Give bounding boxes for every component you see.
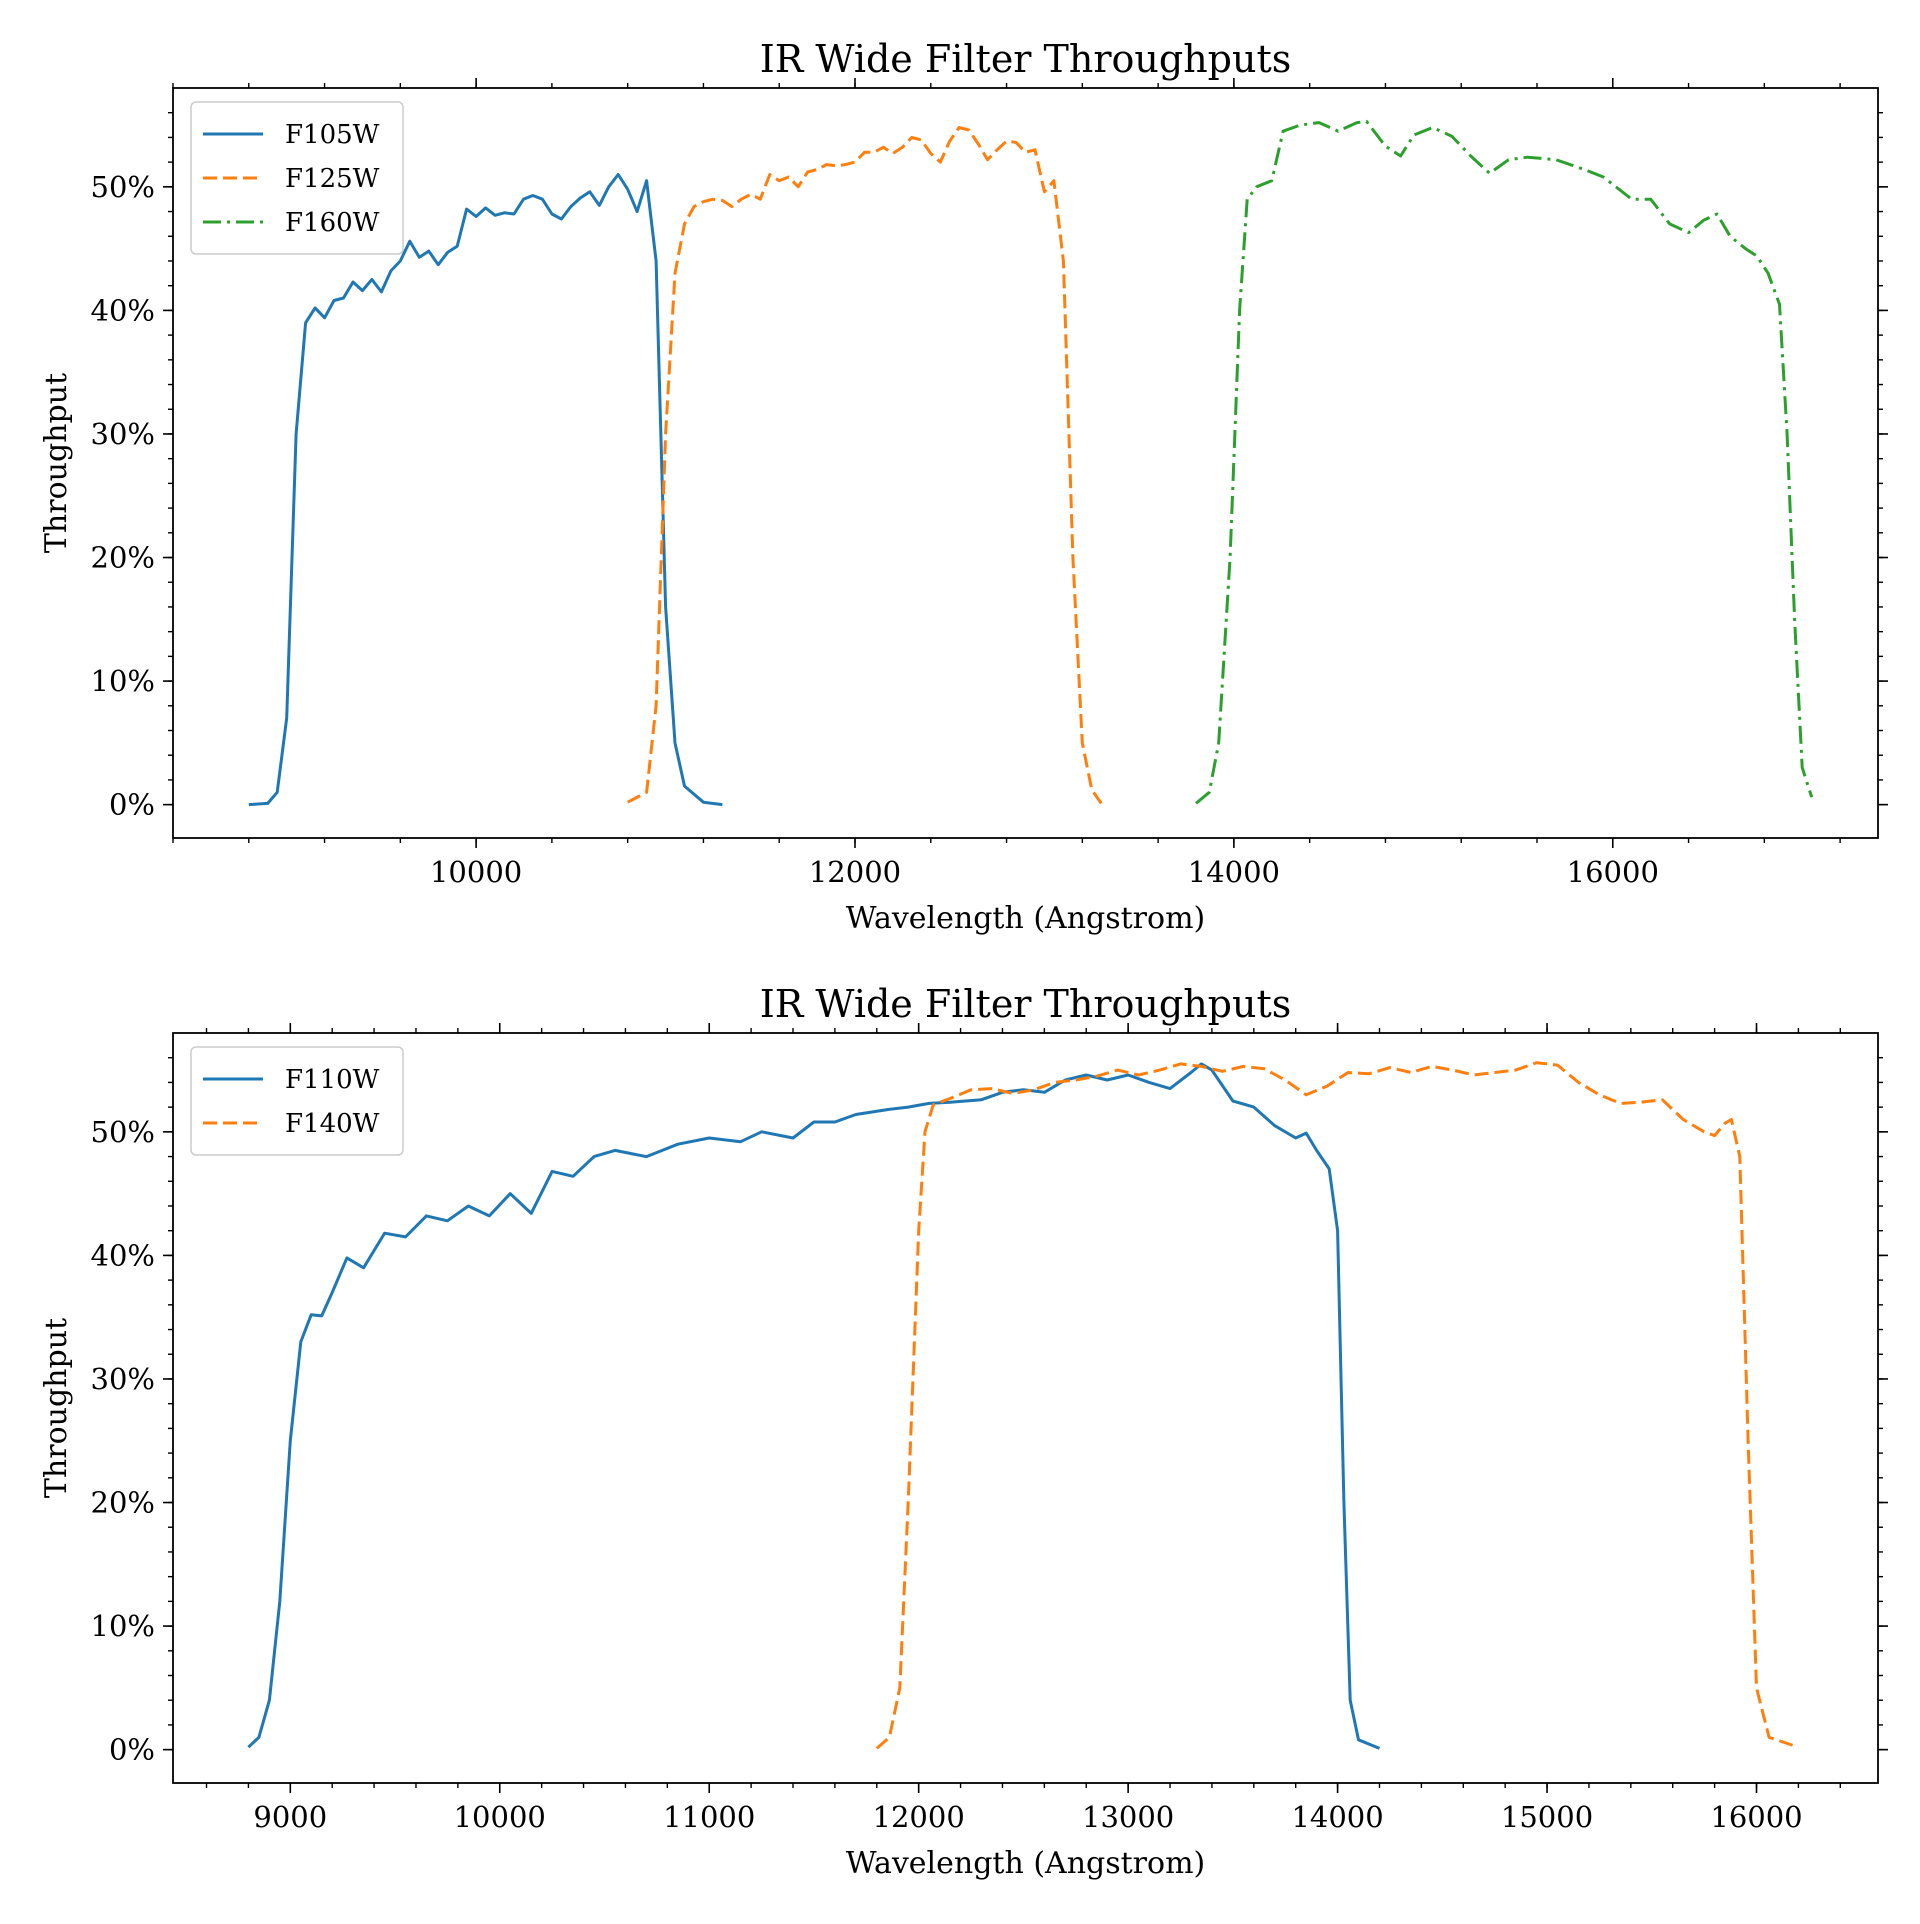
y-tick-label: 30% (91, 1362, 155, 1396)
legend-box (190, 101, 404, 255)
legend-label: F125W (285, 164, 380, 194)
legend-label: F160W (285, 208, 380, 238)
series-line-f140w (875, 1061, 1799, 1750)
y-tick-label: 40% (91, 1238, 155, 1272)
legend-box (190, 1046, 404, 1156)
y-tick-label: 30% (91, 417, 155, 451)
chart-title: IR Wide Filter Throughputs (760, 37, 1292, 81)
x-tick-label: 15000 (1501, 1800, 1593, 1834)
chart-title: IR Wide Filter Throughputs (760, 982, 1292, 1026)
x-tick-label: 14000 (1188, 855, 1280, 889)
x-tick-label: 11000 (663, 1800, 755, 1834)
x-tick-label: 16000 (1567, 855, 1659, 889)
x-tick-label: 12000 (873, 1800, 965, 1834)
x-tick-label: 12000 (809, 855, 901, 889)
series-line-f125w (627, 126, 1103, 805)
series-line-f110w (247, 1062, 1381, 1750)
series-line-f160w (1195, 119, 1814, 805)
plot-frame (172, 87, 1879, 839)
legend: F110W F140W (190, 1046, 404, 1156)
legend-label: F110W (285, 1065, 380, 1095)
chart-panel-1: IR Wide Filter Throughputs 10000 12000 1400… (39, 37, 1888, 936)
chart-panel-2: IR Wide Filter Throughputs 9000 10000 11000… (39, 982, 1888, 1881)
x-tick-label: 9000 (253, 1800, 327, 1834)
series-line-f105w (248, 173, 723, 807)
y-tick-label: 40% (91, 293, 155, 327)
legend: F105W F125W F160W (190, 101, 404, 255)
y-tick-label: 10% (91, 664, 155, 698)
x-tick-label: 14000 (1291, 1800, 1383, 1834)
y-tick-label: 0% (109, 1733, 155, 1767)
y-tick-label: 50% (91, 1115, 155, 1149)
x-tick-label: 13000 (1082, 1800, 1174, 1834)
plot-frame (172, 1032, 1879, 1784)
y-tick-label: 50% (91, 170, 155, 204)
x-tick-label: 10000 (454, 1800, 546, 1834)
legend-label: F105W (285, 120, 380, 150)
y-tick-label: 10% (91, 1609, 155, 1643)
x-tick-label: 16000 (1710, 1800, 1802, 1834)
y-tick-label: 20% (91, 541, 155, 575)
x-tick-label: 10000 (430, 855, 522, 889)
x-axis-label: Wavelength (Angstrom) (846, 901, 1206, 936)
y-axis-label: Throughput (39, 373, 74, 553)
y-tick-label: 0% (109, 788, 155, 822)
y-axis-label: Throughput (39, 1318, 74, 1498)
legend-label: F140W (285, 1109, 380, 1139)
y-tick-label: 20% (91, 1486, 155, 1520)
x-axis-label: Wavelength (Angstrom) (846, 1846, 1206, 1881)
